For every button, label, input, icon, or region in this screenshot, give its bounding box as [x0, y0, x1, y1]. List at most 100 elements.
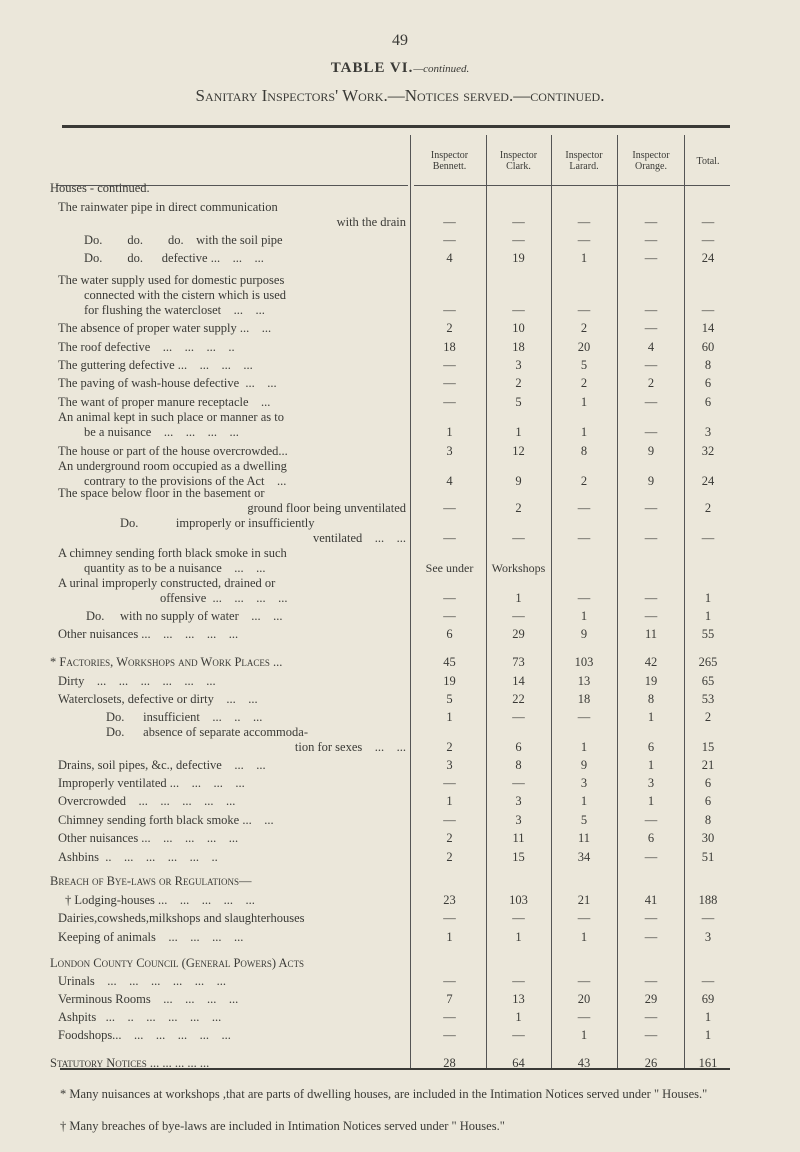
table-row: Waterclosets, defective or dirty ... ...… — [50, 689, 740, 707]
cell-orange: — — [644, 911, 658, 925]
row-label-line: tion for sexes ... ... — [294, 740, 406, 754]
cell-orange: — — [644, 1028, 658, 1042]
table-row: Do. do. defective ... ... ... 4 19 1 — 24 — [50, 248, 740, 266]
cell-bennett: — — [443, 376, 456, 390]
table-row: Do. improperly or insufficiently ventilat… — [50, 516, 740, 546]
row-label: Houses - continued. — [50, 181, 410, 196]
table-row: The want of proper manure receptacle ...… — [50, 391, 740, 410]
cell-larard: 21 — [577, 893, 591, 907]
column-header-clark: Inspector Clark. — [499, 150, 538, 172]
table-row: Ashpits ... .. ... ... ... ... — 1 — — 1 — [50, 1007, 740, 1025]
row-label: The rainwater pipe in direct communicati… — [50, 200, 410, 230]
cell-clark: — — [512, 710, 525, 724]
cell-orange: — — [644, 974, 658, 988]
cell-bennett: — — [443, 609, 456, 623]
cell-clark: 103 — [509, 893, 528, 907]
cell-bennett: 45 — [443, 655, 456, 669]
cell-total: 1 — [704, 1010, 712, 1024]
cell-bennett: — — [443, 395, 456, 409]
cell-larard: 2 — [580, 321, 588, 335]
row-label-line: Do. do. defective ... ... ... — [84, 251, 264, 265]
top-rule — [62, 125, 730, 128]
row-label-line: contrary to the provisions of the Act ..… — [84, 474, 287, 488]
cell-orange: 6 — [647, 740, 655, 754]
footnote-bye-laws: † Many breaches of bye-laws are included… — [60, 1119, 505, 1133]
table-row: Other nuisances ... ... ... ... ... 2 11 11… — [50, 828, 740, 846]
cell-clark: — — [512, 1028, 525, 1042]
cell-clark: 64 — [512, 1056, 525, 1070]
cell-total: 32 — [701, 444, 715, 458]
cell-total: 6 — [704, 794, 712, 808]
row-label: Overcrowded ... ... ... ... ... — [50, 794, 410, 809]
row-label-line: for flushing the watercloset ... ... — [84, 303, 265, 317]
cell-total: — — [701, 215, 715, 229]
row-label-line: An underground room occupied as a dwelli… — [58, 459, 287, 473]
cell-total: 1 — [704, 609, 712, 623]
cell-orange: — — [644, 303, 658, 317]
table-row: Dairies,cowsheds,milkshops and slaughter… — [50, 908, 740, 926]
cell-clark: 2 — [515, 376, 522, 390]
table-row: Do. do. do. with the soil pipe — — — — — — [50, 230, 740, 248]
table-row: Improperly ventilated ... ... ... ... — — 3… — [50, 773, 740, 791]
cell-larard: 1 — [580, 1028, 588, 1042]
row-label-line: Dairies,cowsheds,milkshops and slaughter… — [58, 911, 305, 925]
row-label: Do. do. do. with the soil pipe — [50, 233, 410, 248]
cell-total: 8 — [704, 358, 712, 372]
cell-total: 24 — [701, 474, 715, 488]
row-label-line: The roof defective ... ... ... .. — [58, 340, 235, 354]
column-header-bennett: Inspector Bennett. — [430, 150, 469, 172]
cell-total: 6 — [704, 395, 712, 409]
cell-clark: 2 — [515, 501, 522, 515]
row-label-line: quantity as to be a nuisance ... ... — [84, 561, 266, 575]
column-divider — [551, 135, 552, 1068]
cell-bennett: 3 — [446, 758, 453, 772]
cell-bennett: 2 — [446, 850, 453, 864]
cell-orange: 42 — [644, 655, 658, 669]
cell-bennett: 23 — [443, 893, 456, 907]
cell-bennett: — — [443, 813, 456, 827]
cell-clark: — — [512, 776, 525, 790]
cell-orange: 9 — [647, 444, 655, 458]
row-label: Improperly ventilated ... ... ... ... — [50, 776, 410, 791]
cell-bennett: 4 — [446, 474, 453, 488]
cell-bennett: — — [443, 215, 456, 229]
row-label-line: Other nuisances ... ... ... ... ... — [58, 627, 239, 641]
row-label-line: The want of proper manure receptacle ... — [58, 395, 271, 409]
cell-bennett: 4 — [446, 251, 453, 265]
cell-total: 51 — [701, 850, 715, 864]
cell-bennett: — — [443, 1028, 456, 1042]
table-row: The house or part of the house overcrowd… — [50, 440, 740, 459]
cell-bennett: See under — [425, 561, 474, 575]
row-label-line: connected with the cistern which is used — [84, 288, 287, 302]
table-row: Urinals ... ... ... ... ... ... — — — — — — [50, 971, 740, 989]
cell-orange: 9 — [647, 474, 655, 488]
page-number: 49 — [392, 32, 408, 49]
cell-clark: — — [512, 233, 525, 247]
cell-larard: 103 — [574, 655, 594, 669]
table-row: An animal kept in such place or manner a… — [50, 410, 740, 440]
cell-clark: — — [512, 609, 525, 623]
cell-bennett: — — [443, 591, 456, 605]
row-label-line: Ashpits ... .. ... ... ... ... — [58, 1010, 222, 1024]
footnote-workshops: * Many nuisances at workshops ,that are … — [60, 1087, 708, 1101]
cell-orange: — — [644, 1010, 658, 1024]
row-label: Other nuisances ... ... ... ... ... — [50, 627, 410, 642]
cell-orange: 29 — [644, 992, 658, 1006]
row-label: The absence of proper water supply ... .… — [50, 321, 410, 336]
cell-orange: — — [644, 358, 658, 372]
cell-orange: 8 — [647, 692, 655, 706]
cell-bennett: — — [443, 358, 456, 372]
row-label: Breach of Bye-laws or Regulations— — [50, 874, 410, 889]
row-label-line: Improperly ventilated ... ... ... ... — [58, 776, 245, 790]
row-label-line: offensive ... ... ... ... — [160, 591, 288, 605]
cell-clark: 10 — [512, 321, 525, 335]
cell-clark: 1 — [515, 930, 522, 944]
cell-total: 3 — [704, 930, 712, 944]
table-row: An underground room occupied as a dwelli… — [50, 459, 740, 489]
cell-orange: — — [644, 609, 658, 623]
cell-total: 21 — [701, 758, 715, 772]
cell-bennett: 2 — [446, 831, 453, 845]
cell-larard: 18 — [577, 692, 591, 706]
row-label: The want of proper manure receptacle ... — [50, 395, 410, 410]
